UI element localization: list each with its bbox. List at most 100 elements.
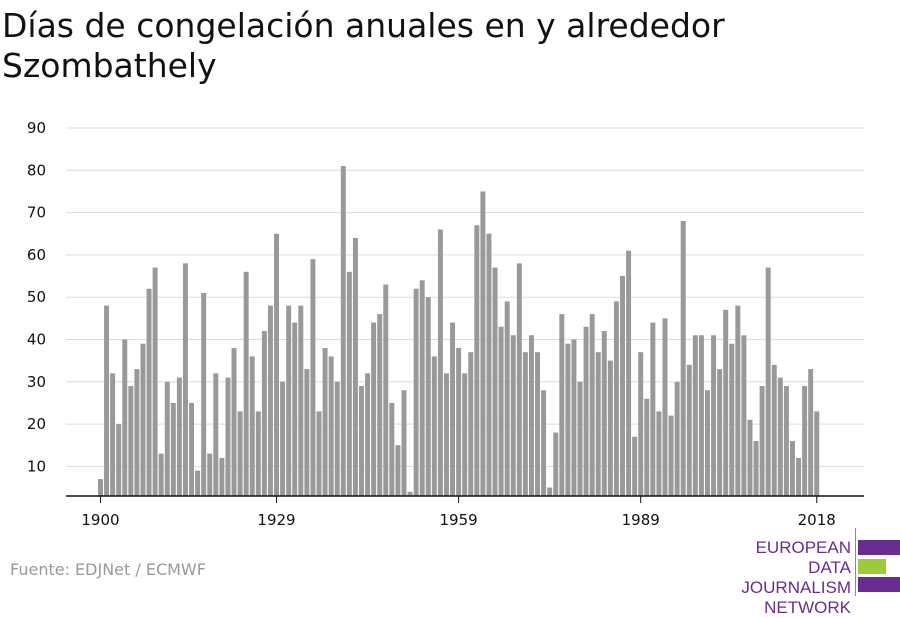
bar-1967 (504, 301, 510, 496)
bar-2012 (777, 377, 783, 496)
bar-1902 (110, 373, 116, 496)
bar-1911 (164, 381, 170, 496)
logo-bar-green-middle (858, 559, 886, 574)
bar-1968 (510, 335, 516, 496)
bar-1947 (383, 284, 389, 496)
bar-1930 (280, 381, 286, 496)
bar-2008 (753, 441, 759, 496)
logo-bar-purple-bottom (858, 577, 900, 592)
bar-1944 (365, 373, 371, 496)
bar-1926 (255, 411, 261, 496)
chart-title: Días de congelación anuales en y alreded… (2, 6, 725, 85)
bar-1998 (692, 335, 698, 496)
bar-1959 (456, 347, 462, 496)
bar-1935 (310, 259, 316, 496)
bar-1951 (407, 491, 413, 496)
bar-1943 (359, 386, 364, 496)
bar-1938 (328, 356, 334, 496)
y-tick-label: 90 (27, 119, 46, 137)
bar-1970 (522, 352, 528, 496)
y-tick-label: 70 (27, 204, 46, 222)
bar-1977 (565, 343, 571, 496)
bar-1956 (437, 229, 443, 496)
bar-1945 (371, 322, 377, 496)
logo-line-2: DATA JOURNALISM (741, 558, 851, 597)
bar-1969 (516, 263, 522, 496)
logo-divider (855, 528, 856, 596)
bar-1946 (377, 314, 383, 496)
bar-1923 (237, 411, 243, 496)
bar-1953 (419, 280, 425, 496)
bar-1978 (571, 339, 577, 496)
edjnet-logo: EUROPEAN DATA JOURNALISM NETWORK (712, 528, 900, 617)
bar-1933 (298, 305, 304, 496)
bar-1981 (589, 314, 595, 496)
x-tick-label: 1929 (257, 511, 295, 529)
bar-1993 (662, 318, 668, 496)
bar-1915 (189, 402, 195, 496)
x-tick-label: 1900 (81, 511, 119, 529)
bar-1976 (559, 314, 565, 496)
bar-1972 (535, 352, 541, 496)
bar-2016 (802, 386, 808, 496)
y-tick-label: 40 (27, 330, 46, 348)
bar-1900 (98, 479, 103, 496)
bar-1928 (267, 305, 273, 496)
bar-1963 (480, 191, 486, 496)
bar-2015 (796, 457, 802, 496)
bar-1932 (292, 322, 298, 496)
bar-2009 (759, 386, 765, 496)
x-axis-tick-labels: 1900 1929 1959 1989 2018 (81, 496, 836, 529)
bar-1991 (650, 322, 656, 496)
y-axis-tick-labels: 10 20 30 40 50 60 70 80 90 (27, 119, 46, 475)
bar-1957 (443, 373, 449, 496)
bar-1965 (492, 267, 498, 496)
logo-wordmark: EUROPEAN DATA JOURNALISM NETWORK (712, 538, 851, 618)
bar-1997 (686, 364, 692, 496)
bar-1958 (450, 322, 456, 496)
bar-1954 (425, 297, 431, 496)
x-tick-label: 2018 (798, 511, 836, 529)
bar-1921 (225, 377, 231, 496)
x-tick-label: 1989 (622, 511, 660, 529)
y-tick-label: 20 (27, 415, 46, 433)
bar-1988 (632, 436, 638, 496)
bar-1990 (644, 398, 650, 496)
bar-1904 (122, 339, 128, 496)
y-tick-label: 80 (27, 161, 46, 179)
bar-1909 (152, 267, 158, 496)
bar-1901 (104, 305, 110, 496)
bar-1961 (468, 352, 474, 496)
bar-1999 (698, 335, 704, 496)
bar-1985 (613, 301, 619, 496)
y-tick-label: 50 (27, 288, 46, 306)
bar-1960 (462, 373, 468, 496)
bar-1980 (583, 326, 589, 496)
bar-1971 (528, 335, 534, 496)
bar-1962 (474, 225, 480, 496)
bar-1937 (322, 347, 328, 496)
bar-2013 (783, 386, 789, 496)
bar-2001 (711, 335, 717, 496)
bar-1996 (680, 221, 686, 496)
bar-1912 (170, 402, 176, 496)
y-tick-label: 60 (27, 246, 46, 264)
bar-1986 (620, 276, 625, 496)
bar-1994 (668, 415, 674, 496)
bar-1941 (346, 271, 352, 496)
bar-1966 (498, 326, 504, 496)
bar-1995 (674, 381, 680, 496)
bar-1929 (274, 233, 279, 496)
bar-1982 (595, 352, 601, 496)
bar-1939 (334, 381, 340, 496)
bar-1974 (547, 487, 553, 496)
bar-2002 (717, 369, 723, 496)
bar-1931 (286, 305, 292, 496)
bar-1903 (116, 424, 122, 496)
bar-2014 (789, 441, 795, 496)
bar-2003 (723, 309, 729, 496)
bar-2011 (771, 364, 777, 496)
logo-bar-purple-top (858, 540, 900, 555)
x-tick-label: 1959 (440, 511, 478, 529)
bar-1907 (140, 343, 146, 496)
